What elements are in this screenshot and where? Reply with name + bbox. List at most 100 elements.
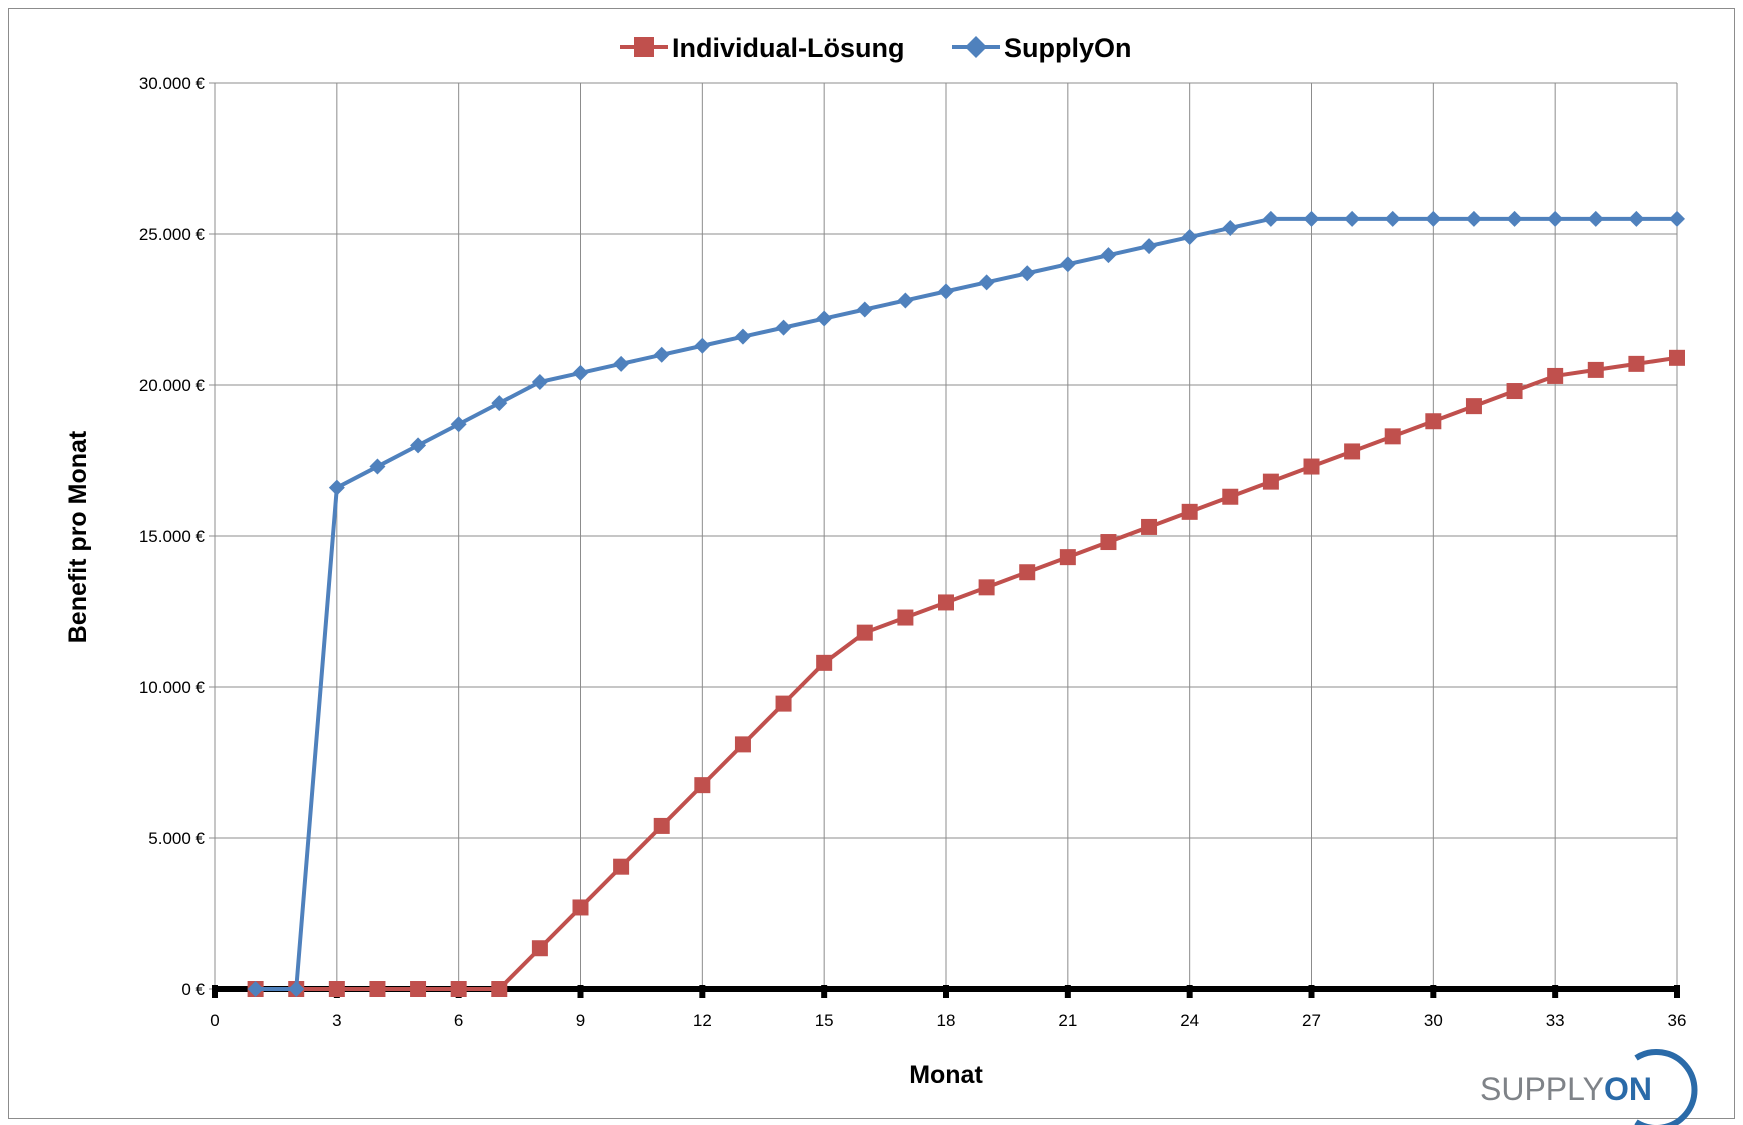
x-tick-label: 0 (210, 1011, 219, 1030)
data-point-diamond (328, 479, 345, 496)
data-point-square (531, 940, 548, 957)
data-point-square (1425, 413, 1442, 430)
data-point-square (978, 579, 995, 596)
data-point-square (328, 981, 345, 997)
chart-grid (209, 82, 1680, 998)
x-axis-title: Monat (909, 1061, 983, 1089)
data-point-diamond (1344, 210, 1361, 227)
x-tick-label: 33 (1546, 1011, 1565, 1030)
data-point-diamond (1059, 256, 1076, 273)
data-point-diamond (1628, 210, 1645, 227)
data-point-square (1303, 458, 1320, 475)
data-point-diamond (1222, 219, 1239, 236)
data-point-square (816, 654, 833, 671)
x-tick-label: 3 (332, 1011, 341, 1030)
chart-frame (8, 8, 1735, 1119)
legend-label-supplyon: SupplyOn (1004, 33, 1132, 63)
x-tick-label: 30 (1424, 1011, 1443, 1030)
y-tick-label: 20.000 € (139, 376, 206, 395)
data-point-square (1262, 473, 1279, 490)
tick-labels: 0 € 5.000 € 10.000 € 15.000 € 20.000 € 25.000… (139, 74, 1687, 1030)
x-tick-label: 9 (576, 1011, 585, 1030)
data-point-square (775, 695, 792, 712)
data-point-diamond (531, 373, 548, 390)
legend-item-supplyon: SupplyOn (952, 33, 1132, 63)
data-point-square (1506, 383, 1523, 400)
data-point-square (1587, 361, 1604, 378)
data-point-diamond (1181, 229, 1198, 246)
data-point-diamond (613, 355, 630, 372)
data-point-square (1100, 534, 1117, 551)
series-individual (247, 349, 1685, 997)
legend-label-individual: Individual-Lösung (672, 33, 904, 63)
y-tick-label: 5.000 € (148, 829, 205, 848)
series-line (255, 216, 1677, 991)
data-point-diamond (856, 301, 873, 318)
x-tick-label: 24 (1180, 1011, 1199, 1030)
data-point-diamond (1506, 210, 1523, 227)
x-tick-label: 36 (1668, 1011, 1687, 1030)
data-point-diamond (653, 346, 670, 363)
data-point-square (1547, 367, 1564, 384)
x-tick-label: 18 (937, 1011, 956, 1030)
data-point-diamond (897, 292, 914, 309)
data-point-diamond (978, 274, 995, 291)
series-layer (247, 210, 1685, 997)
data-point-square (1019, 564, 1036, 581)
y-tick-label: 15.000 € (139, 527, 206, 546)
x-tick-label: 15 (815, 1011, 834, 1030)
data-point-diamond (1547, 210, 1564, 227)
x-tick-label: 12 (693, 1011, 712, 1030)
data-point-square (694, 777, 711, 794)
logo-text-on: ON (1604, 1071, 1652, 1107)
legend-marker-diamond (965, 36, 987, 58)
x-tick-label: 6 (454, 1011, 463, 1030)
data-point-square (613, 858, 630, 875)
data-point-square (1669, 349, 1685, 366)
data-point-square (856, 624, 873, 641)
data-point-square (897, 609, 914, 626)
logo-arc (1634, 1049, 1698, 1125)
y-tick-label: 10.000 € (139, 678, 206, 697)
data-point-square (1465, 398, 1482, 415)
data-point-diamond (369, 458, 386, 475)
data-point-diamond (775, 319, 792, 336)
data-point-diamond (450, 416, 467, 433)
series-line (255, 355, 1678, 991)
logo-text-supply: SUPPLY (1480, 1071, 1604, 1107)
data-point-diamond (694, 337, 711, 354)
data-point-diamond (1262, 210, 1279, 227)
y-axis-title: Benefit pro Monat (64, 430, 92, 643)
data-point-square (572, 899, 589, 916)
legend: Individual-Lösung SupplyOn (620, 33, 1132, 63)
data-point-square (410, 981, 427, 997)
series-supplyon (247, 210, 1685, 997)
data-point-diamond (247, 981, 264, 997)
data-point-square (1059, 549, 1076, 566)
data-point-square (938, 594, 954, 611)
data-point-square (1222, 488, 1239, 505)
data-point-diamond (734, 328, 751, 345)
legend-item-individual: Individual-Lösung (620, 33, 904, 63)
data-point-diamond (1019, 265, 1036, 282)
data-point-diamond (1669, 210, 1685, 227)
data-point-diamond (1303, 210, 1320, 227)
data-point-diamond (410, 437, 427, 454)
y-tick-label: 30.000 € (139, 74, 206, 93)
data-point-diamond (1141, 238, 1158, 255)
data-point-diamond (1425, 210, 1442, 227)
data-point-diamond (1100, 247, 1117, 264)
y-tick-label: 25.000 € (139, 225, 206, 244)
data-point-diamond (288, 981, 305, 997)
data-point-diamond (1465, 210, 1482, 227)
legend-marker-square (634, 37, 654, 57)
data-point-square (491, 981, 508, 997)
data-point-square (450, 981, 467, 997)
data-point-square (1628, 355, 1645, 372)
y-tick-label: 0 € (181, 980, 205, 999)
supplyon-logo: SUPPLY ON (1480, 1049, 1698, 1125)
data-point-square (1141, 518, 1158, 535)
data-point-square (1181, 503, 1198, 520)
data-point-diamond (938, 283, 954, 300)
data-point-diamond (816, 310, 833, 327)
